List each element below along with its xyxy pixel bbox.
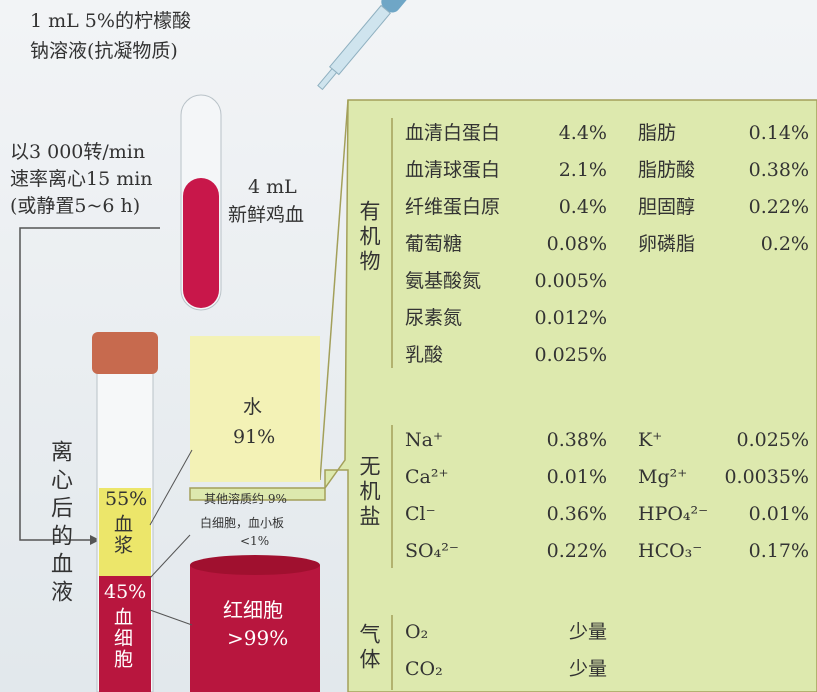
- content-value: 0.005%: [535, 272, 607, 291]
- section-heading: 气体: [358, 623, 379, 673]
- content-value: 0.38%: [547, 431, 607, 450]
- dropper: [312, 0, 419, 94]
- component-name: SO₄²⁻: [405, 542, 459, 561]
- component-name: 尿素氮: [405, 309, 462, 328]
- content-value: 0.01%: [749, 505, 809, 524]
- component-name: 葡萄糖: [405, 235, 462, 254]
- component-name: HPO₄²⁻: [638, 505, 708, 524]
- leader: [150, 450, 192, 525]
- component-name: HCO₃⁻: [638, 542, 702, 561]
- content-value: 0.025%: [535, 346, 607, 365]
- content-value: 0.14%: [749, 124, 809, 143]
- plasma-label: 血浆: [112, 514, 131, 556]
- component-name: 血清白蛋白: [405, 124, 500, 143]
- tube-label: 离心后的血液: [48, 440, 70, 608]
- component-name: 卵磷脂: [638, 235, 695, 254]
- wbc-percent: <1%: [240, 535, 269, 547]
- content-value: 0.38%: [749, 161, 809, 180]
- dropper-label: 1 mL 5%的柠檬酸: [30, 12, 191, 31]
- section-heading: 有机物: [358, 200, 379, 275]
- plasma-percent: 55%: [105, 490, 147, 509]
- component-name: K⁺: [638, 431, 662, 450]
- component-name: 脂肪: [638, 124, 676, 143]
- component-name: 乳酸: [405, 346, 443, 365]
- cells-percent: 45%: [104, 583, 146, 602]
- content-value: 0.2%: [761, 235, 809, 254]
- content-value: 0.0035%: [724, 468, 809, 487]
- content-value: 0.22%: [547, 542, 607, 561]
- component-name: 胆固醇: [638, 198, 695, 217]
- leader: [150, 535, 190, 578]
- component-name: 氨基酸氮: [405, 272, 481, 291]
- blood-label: 4 mL: [248, 178, 297, 197]
- component-name: O₂: [405, 623, 428, 642]
- component-name: 纤维蛋白原: [405, 198, 500, 217]
- wbc-label: 白细胞，血小板: [200, 517, 284, 529]
- component-name: CO₂: [405, 660, 443, 679]
- section-heading: 无机盐: [358, 455, 379, 530]
- content-value: 0.025%: [737, 431, 809, 450]
- diagram: 1 mL 5%的柠檬酸钠溶液(抗凝物质) 以3 000转/min 速率离心15 mi…: [0, 0, 817, 692]
- centrifuge-label: 速率离心15 min: [10, 170, 153, 189]
- content-value: 0.22%: [749, 198, 809, 217]
- water-label: 水: [243, 398, 262, 417]
- component-name: Na⁺: [405, 431, 443, 450]
- leader: [150, 610, 192, 625]
- content-value: 0.01%: [547, 468, 607, 487]
- connector: [320, 100, 348, 480]
- content-value: 0.17%: [749, 542, 809, 561]
- content-value: 0.08%: [547, 235, 607, 254]
- blood-label: 新鲜鸡血: [228, 206, 304, 225]
- content-value: 少量: [569, 623, 607, 642]
- rbc-top: [190, 555, 320, 575]
- component-name: Mg²⁺: [638, 468, 687, 487]
- content-value: 少量: [569, 660, 607, 679]
- component-name: 脂肪酸: [638, 161, 695, 180]
- content-value: 0.36%: [547, 505, 607, 524]
- content-value: 0.4%: [559, 198, 607, 217]
- content-value: 4.4%: [559, 124, 607, 143]
- dropper-label: 钠溶液(抗凝物质): [30, 42, 178, 61]
- cells-label: 血细胞: [112, 607, 131, 670]
- blood: [183, 178, 219, 308]
- other-solutes: 其他溶质约 9%: [204, 493, 287, 505]
- component-name: Cl⁻: [405, 505, 436, 524]
- rbc-percent: >99%: [227, 628, 288, 648]
- component-name: Ca²⁺: [405, 468, 449, 487]
- content-value: 2.1%: [559, 161, 607, 180]
- rbc-label: 红细胞: [223, 600, 283, 620]
- component-name: 血清球蛋白: [405, 161, 500, 180]
- tube-cap: [92, 332, 158, 374]
- content-value: 0.012%: [535, 309, 607, 328]
- centrifuge-label: 以3 000转/min: [10, 143, 145, 162]
- centrifuge-label: (或静置5~6 h): [10, 197, 140, 216]
- water-percent: 91%: [233, 428, 275, 447]
